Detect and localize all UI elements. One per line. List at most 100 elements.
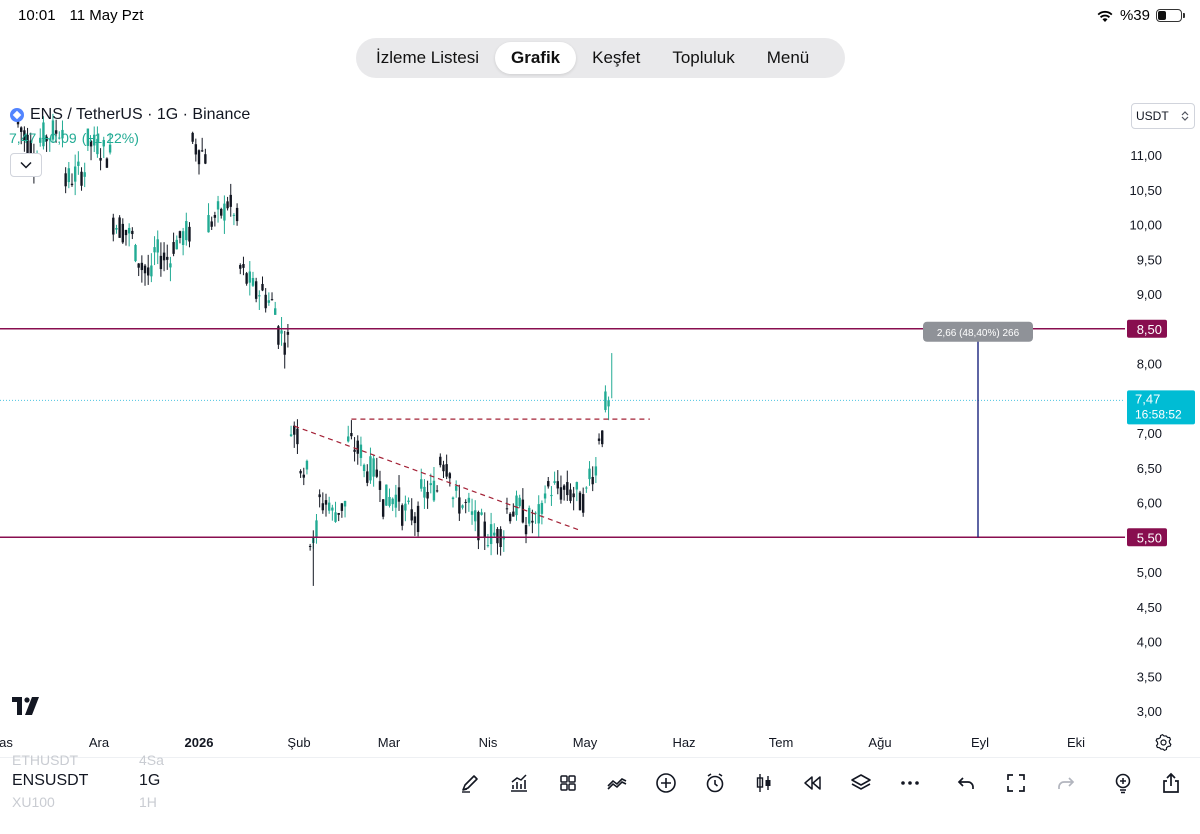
time-axis[interactable]: as Ara 2026 Şub Mar Nis May Haz Tem Ağu Eyl Eki xyxy=(0,734,1200,754)
status-date: 11 May Pzt xyxy=(69,7,144,24)
collapse-legend-button[interactable] xyxy=(10,153,42,177)
settings-gear-icon[interactable] xyxy=(1155,734,1172,751)
price-tick-label: 3,00 xyxy=(1137,704,1162,719)
fullscreen-icon[interactable] xyxy=(1002,769,1030,797)
candle xyxy=(474,500,477,532)
candle xyxy=(93,126,96,153)
indicators-icon[interactable] xyxy=(505,769,533,797)
watchlist-interval: 1H xyxy=(139,794,157,810)
candle xyxy=(404,495,407,522)
tab-chart[interactable]: Grafik xyxy=(494,42,577,74)
candle xyxy=(166,244,169,270)
candle xyxy=(124,229,128,246)
candle xyxy=(442,460,445,478)
alarm-icon[interactable] xyxy=(701,769,729,797)
candle xyxy=(172,232,175,257)
last-price: 7,47 xyxy=(9,130,37,146)
candle xyxy=(51,113,55,143)
candle-style-icon[interactable] xyxy=(750,769,778,797)
candle xyxy=(381,499,385,520)
candle xyxy=(61,120,64,148)
candle xyxy=(458,484,461,521)
updown-chevron-icon xyxy=(1181,111,1189,121)
candle xyxy=(550,486,553,506)
candle xyxy=(413,512,417,536)
price-tick-label: 5,00 xyxy=(1137,565,1162,580)
candle xyxy=(108,132,112,155)
price-tick-label: 11,00 xyxy=(1130,148,1162,163)
candle xyxy=(105,157,109,169)
candle xyxy=(489,512,493,556)
plus-circle-icon[interactable] xyxy=(652,769,680,797)
candle xyxy=(597,433,601,445)
candle xyxy=(45,134,48,152)
candle xyxy=(289,425,293,437)
watchlist-interval: 1G xyxy=(139,772,161,789)
candle xyxy=(80,167,83,191)
price-tick-label: 6,50 xyxy=(1137,461,1162,476)
share-icon[interactable] xyxy=(1157,769,1185,797)
price-quote: 7,47 +0,09 (+1,22%) xyxy=(9,130,139,146)
undo-icon[interactable] xyxy=(952,769,980,797)
tab-community[interactable]: Topluluk xyxy=(672,48,735,67)
candle xyxy=(102,136,105,158)
candle xyxy=(245,271,248,286)
candle xyxy=(343,500,347,518)
candle xyxy=(581,487,585,517)
tab-explore[interactable]: Keşfet xyxy=(592,48,641,67)
measure-label: 2,66 (48,40%) 266 xyxy=(923,321,1033,342)
tab-menu[interactable]: Menü xyxy=(766,48,810,67)
candle xyxy=(242,256,245,276)
candle xyxy=(331,504,334,521)
tradingview-logo xyxy=(12,697,44,715)
candle xyxy=(410,498,413,526)
candle xyxy=(48,137,51,152)
price-tick-label: 4,50 xyxy=(1137,600,1162,615)
candles xyxy=(16,113,613,586)
candle xyxy=(156,230,159,265)
candle xyxy=(439,453,442,468)
candle xyxy=(73,154,77,196)
candle xyxy=(569,483,572,504)
trendline[interactable] xyxy=(294,425,581,531)
price-chart[interactable]: 2,66 (48,40%) 266 11,00 10,50 10,00 9,50 9,00… xyxy=(0,96,1200,732)
price-tick-label: 10,00 xyxy=(1129,218,1162,233)
currency-select[interactable]: USDT xyxy=(1131,103,1195,129)
candle xyxy=(524,516,528,544)
idea-icon[interactable] xyxy=(1109,769,1137,797)
candle xyxy=(248,261,251,296)
candle xyxy=(137,263,140,277)
tab-watchlist[interactable]: İzleme Listesi xyxy=(376,48,479,67)
candle xyxy=(23,126,26,152)
candle xyxy=(185,212,188,246)
status-bar-left: 10:01 11 May Pzt xyxy=(18,7,143,24)
layout-grid-icon[interactable] xyxy=(554,769,582,797)
level-price-label: 5,50 xyxy=(1127,528,1167,547)
redo-icon[interactable] xyxy=(1052,769,1080,797)
battery-percent: %39 xyxy=(1119,7,1150,24)
status-bar-right: %39 xyxy=(1096,7,1185,24)
candle xyxy=(134,243,137,263)
candle xyxy=(270,292,274,301)
symbol-header[interactable]: ENS / TetherUS · 1G · Binance xyxy=(10,106,250,124)
candle xyxy=(477,510,480,550)
replay-icon[interactable] xyxy=(798,769,826,797)
more-icon[interactable] xyxy=(896,769,924,797)
candle xyxy=(518,494,521,509)
candle xyxy=(64,167,67,194)
time-tick-label: Mar xyxy=(377,735,401,750)
main-tab-bar: İzleme Listesi Grafik Keşfet Topluluk Menü xyxy=(356,38,845,78)
candle xyxy=(486,533,490,548)
price-axis[interactable]: 11,00 10,50 10,00 9,50 9,00 8,00 7,00 6,50 6,00 5… xyxy=(1127,148,1195,719)
candle xyxy=(178,230,182,244)
candle xyxy=(521,488,525,524)
pencil-icon[interactable] xyxy=(456,769,484,797)
candle xyxy=(407,497,410,505)
current-price-text: 7,47 xyxy=(1135,391,1160,406)
candle xyxy=(274,301,277,315)
candle xyxy=(448,471,452,487)
candle xyxy=(261,276,264,292)
compare-icon[interactable] xyxy=(603,769,631,797)
layers-icon[interactable] xyxy=(847,769,875,797)
candle xyxy=(356,435,359,465)
